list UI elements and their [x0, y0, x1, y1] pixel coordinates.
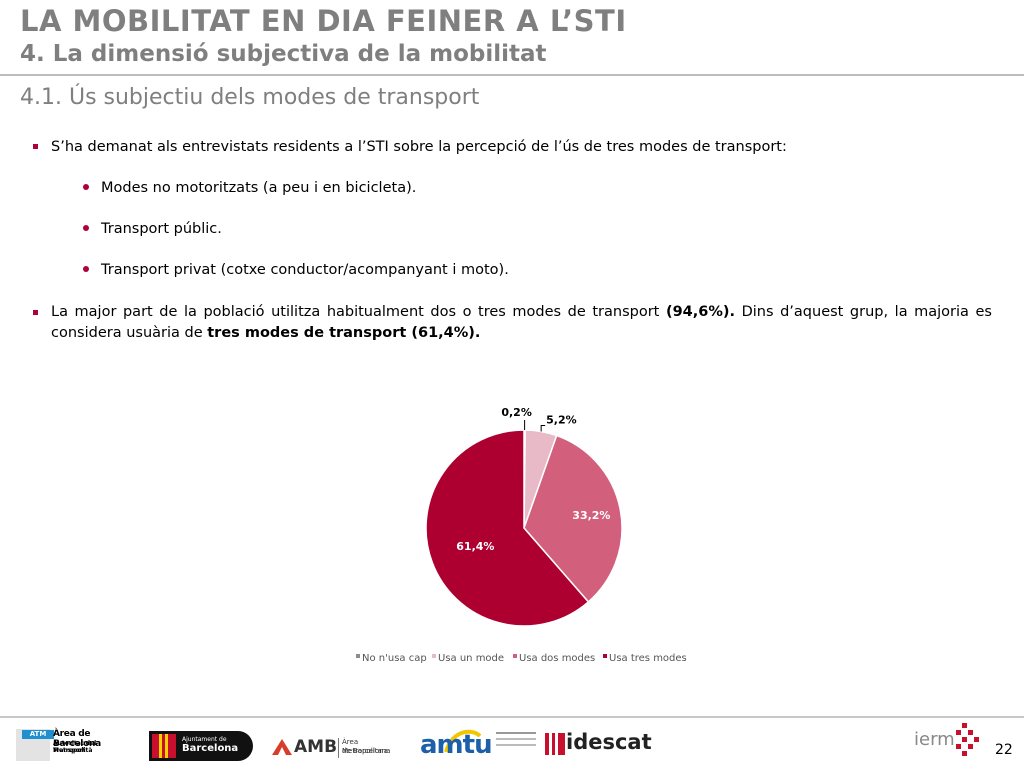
pie-slice [425, 429, 590, 627]
square-bullet-icon [33, 310, 38, 315]
ajuntament-text: Ajuntament de [182, 736, 227, 743]
idescat-mark-stripe [549, 733, 552, 755]
legend-entry: No n'usa cap [362, 653, 427, 664]
label-leader-line [540, 425, 546, 432]
data-label: 33,2% [572, 509, 610, 522]
atm-text: Àrea de Barcelona [53, 729, 101, 749]
amb-mark-icon [272, 739, 292, 755]
legend-swatch [513, 654, 517, 658]
list-item: Transport públic. [101, 221, 222, 237]
legend-entry: Usa tres modes [609, 653, 687, 664]
barcelona-shield-icon [152, 734, 176, 758]
iermb-logo: ierm [914, 723, 984, 757]
header-divider [0, 74, 1024, 76]
legend-entry: Usa un mode [438, 653, 504, 664]
list-item: Modes no motoritzats (a peu i en bicicle… [101, 180, 417, 196]
round-bullet-icon [83, 184, 89, 190]
intro-text: S’ha demanat als entrevistats residents … [51, 139, 787, 155]
legend-entry: Usa dos modes [519, 653, 595, 664]
iermb-mark-icon [956, 723, 979, 756]
ajuntament-text: Barcelona [182, 743, 239, 754]
pie-slice [523, 434, 623, 603]
barcelona-shield-stripe [165, 734, 168, 758]
barcelona-shield-stripe [159, 734, 162, 758]
section-title: 4.1. Ús subjectiu dels modes de transpor… [20, 85, 480, 110]
legend-swatch [432, 654, 436, 658]
iermb-text: ierm [914, 729, 955, 750]
round-bullet-icon [83, 225, 89, 231]
page-number: 22 [995, 742, 1013, 758]
page-title: LA MOBILITAT EN DIA FEINER A L’STI [20, 4, 627, 38]
page-subtitle: 4. La dimensió subjectiva de la mobilita… [20, 41, 547, 67]
atm-text: Metropolità [53, 747, 93, 754]
amb-text: de Barcelona [342, 747, 388, 755]
pie-chart: 0,2% 5,2% 33,2% 61,4% No n'usa cap Usa un mod… [356, 406, 687, 664]
data-label: 0,2% [501, 406, 532, 419]
amtu-text: amtu [420, 730, 493, 760]
idescat-mark-stripe [555, 733, 558, 755]
amtu-swirl-icon [444, 729, 482, 753]
amtu-tagline-line [496, 744, 536, 746]
data-label: 5,2% [546, 414, 577, 427]
summary-text: La major part de la població utilitza ha… [51, 302, 992, 344]
amtu-logo: amtu [420, 726, 538, 760]
square-bullet-icon [33, 144, 38, 149]
legend-swatch [356, 654, 360, 658]
round-bullet-icon [83, 266, 89, 272]
amtu-tagline-line [496, 732, 536, 734]
atm-badge: ATM [22, 730, 54, 739]
summary-text-part: La major part de la població utilitza ha… [51, 304, 666, 320]
idescat-logo: idescat [545, 730, 652, 759]
amb-divider [338, 738, 339, 758]
data-label: 61,4% [456, 540, 494, 553]
footer-divider [0, 716, 1024, 718]
summary-highlight: tres modes de transport (61,4%). [207, 325, 481, 341]
idescat-text: idescat [566, 730, 652, 754]
legend-swatch [603, 654, 607, 658]
atm-logo: ATM Àrea de Barcelona Autoritat del Tran… [16, 727, 128, 761]
amb-text: AMB [294, 737, 338, 757]
list-item: Transport privat (cotxe conductor/acompa… [101, 262, 509, 278]
amtu-tagline-line [496, 738, 536, 740]
atm-text: Autoritat del Transport [53, 740, 97, 754]
amb-logo: AMB Àrea Metropolitana de Barcelona [272, 736, 402, 760]
summary-text-part: Dins d’aquest grup, la majoria es consid… [51, 304, 992, 341]
ajuntament-logo: Ajuntament de Barcelona [149, 731, 253, 761]
summary-highlight: (94,6%). [665, 304, 736, 320]
amb-text: Àrea Metropolitana [342, 738, 391, 755]
